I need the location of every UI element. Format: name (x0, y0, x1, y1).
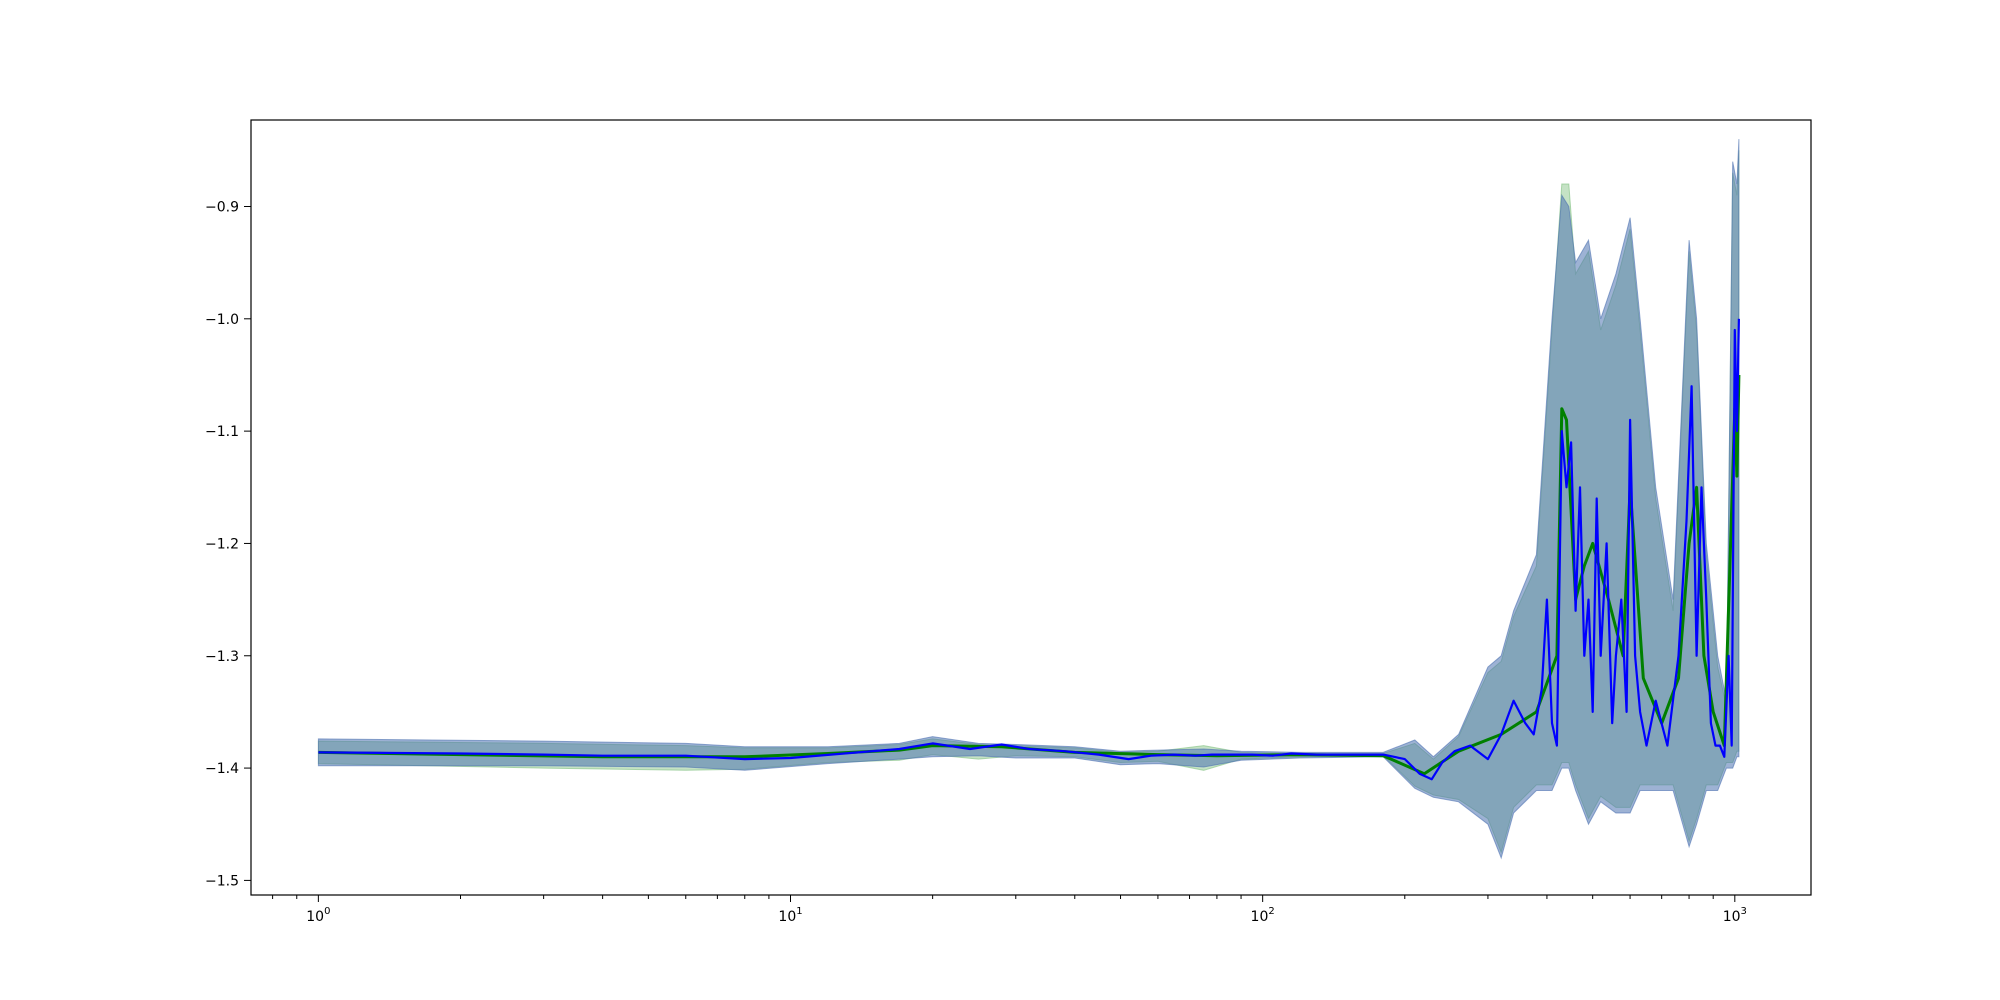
x-tick-label: 100 (306, 906, 330, 925)
y-tick-label: −1.0 (205, 312, 239, 328)
y-tick-label: −1.1 (205, 424, 239, 440)
x-tick-label: 102 (1251, 906, 1275, 925)
y-tick-label: −1.2 (205, 536, 239, 552)
main-band (317, 139, 1740, 860)
x-tick-label: 101 (778, 906, 802, 925)
y-tick-label: −1.3 (205, 649, 239, 665)
axes-frame (250, 119, 1812, 896)
y-tick-label: −0.9 (205, 199, 239, 215)
main-line (318, 318, 1740, 781)
x-axis: 100 101 102 103 (272, 895, 1747, 925)
y-tick-label: −1.5 (205, 873, 239, 889)
x-tick-label: 103 (1723, 906, 1747, 925)
plot-area (317, 139, 1741, 860)
y-axis: −0.9 −1.0 −1.1 −1.2 −1.3 −1.4 −1.5 (205, 199, 251, 889)
y-tick-label: −1.4 (205, 761, 239, 777)
